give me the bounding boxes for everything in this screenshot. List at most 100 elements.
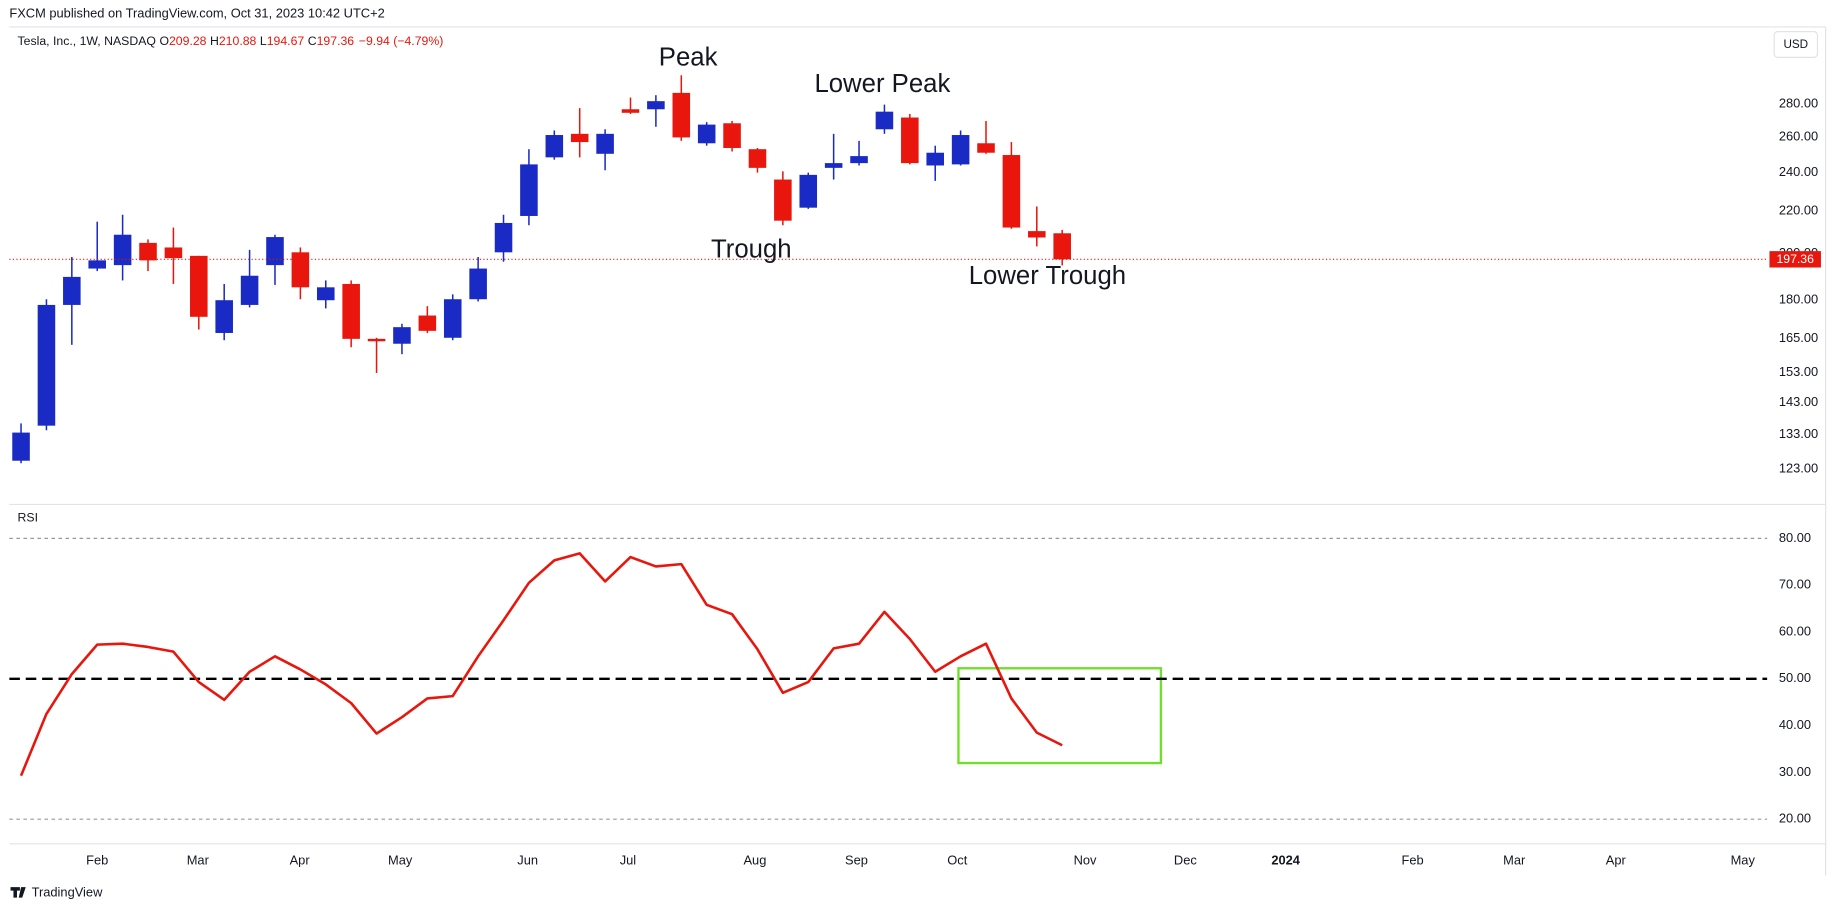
candle-body (901, 117, 919, 164)
x-tick-label: May (1731, 853, 1756, 868)
x-tick-label: Oct (947, 853, 967, 868)
candle-body (596, 133, 614, 154)
y-tick-label: 133.00 (1779, 426, 1818, 441)
o-value: 209.28 (169, 34, 207, 48)
candle-body (266, 237, 284, 266)
x-tick-label: Feb (86, 853, 108, 868)
h-label: H (210, 34, 219, 48)
y-tick-label: 220.00 (1779, 202, 1818, 217)
candle-body (850, 156, 868, 164)
candle-body (113, 234, 132, 266)
highlight-box (957, 667, 1163, 765)
candle-body (469, 268, 487, 300)
currency-label: USD (1783, 38, 1808, 51)
l-value: 194.67 (267, 34, 305, 48)
y-tick-label: 40.00 (1779, 717, 1811, 732)
annotation: Lower Peak (814, 70, 950, 98)
rsi-line (19, 552, 1063, 777)
candle-body (672, 92, 691, 138)
y-tick-label: 280.00 (1779, 95, 1818, 110)
candle-body (393, 327, 411, 344)
candle-body (443, 299, 462, 338)
candle-body (1002, 155, 1021, 228)
candle-body (190, 255, 208, 317)
x-tick-label: 2024 (1271, 853, 1300, 868)
candle-body (494, 222, 513, 253)
candle-body (824, 163, 843, 168)
y-tick-label: 143.00 (1779, 394, 1818, 409)
candle-body (63, 276, 81, 305)
logo (10, 887, 26, 898)
y-tick-label: 20.00 (1779, 811, 1811, 826)
candle-body (570, 133, 589, 143)
candle-body (367, 338, 386, 342)
currency-button[interactable] (1773, 31, 1819, 58)
x-tick-label: Dec (1174, 853, 1197, 868)
last-price-tag (1769, 251, 1821, 268)
y-tick-label: 50.00 (1779, 670, 1811, 685)
candle-body (875, 111, 894, 130)
c-label: C (308, 34, 317, 48)
legend: Tesla, Inc., 1W, NASDAQ O209.28 H210.88 L19… (18, 34, 444, 48)
candle-body (215, 300, 233, 333)
y-tick-label: 153.00 (1779, 364, 1818, 379)
footer-brand: TradingView (32, 884, 103, 899)
candle-body (139, 242, 157, 261)
y-tick-label: 240.00 (1779, 164, 1818, 179)
x-tick-label: Jul (620, 853, 636, 868)
x-tick-label: Nov (1074, 853, 1097, 868)
y-tick-label: 260.00 (1779, 128, 1818, 143)
candle-body (926, 152, 944, 166)
y-tick-label: 30.00 (1779, 764, 1811, 779)
annotation: Peak (659, 43, 718, 71)
rsi-label: RSI (18, 511, 38, 525)
candle-body (316, 287, 335, 301)
candle-body (88, 260, 107, 269)
x-tick-label: Mar (187, 853, 210, 868)
candle-body (37, 304, 56, 426)
candle-body (12, 432, 30, 461)
o-label: O (159, 34, 169, 48)
symbol: Tesla, Inc., 1W, NASDAQ (18, 34, 156, 48)
y-tick-label: 60.00 (1779, 623, 1811, 638)
x-tick-label: May (388, 853, 413, 868)
candle-body (545, 135, 564, 158)
candle-body (723, 123, 741, 148)
y-tick-label: 123.00 (1779, 461, 1818, 476)
plot: 123.00133.00143.00153.00165.00180.00200.… (9, 75, 1821, 868)
candle-body (520, 164, 538, 216)
candle-body (1028, 231, 1046, 238)
y-tick-label: 180.00 (1779, 292, 1818, 307)
candle-body (164, 247, 183, 259)
source-line: FXCM published on TradingView.com, Oct 3… (9, 5, 384, 20)
y-tick-label: 165.00 (1779, 330, 1818, 345)
x-tick-label: Jun (517, 853, 538, 868)
x-tick-label: Feb (1402, 853, 1424, 868)
y-tick-label: 80.00 (1779, 530, 1811, 545)
x-tick-label: Aug (743, 853, 766, 868)
x-tick-label: Apr (290, 853, 311, 868)
candle-body (418, 315, 437, 331)
y-tick-label: 70.00 (1779, 577, 1811, 592)
x-tick-label: Sep (845, 853, 868, 868)
annotation: Trough (711, 235, 792, 263)
candle-body (697, 124, 716, 144)
candle-body (1053, 233, 1071, 260)
candle-body (951, 135, 970, 165)
candle-body (748, 149, 767, 168)
candle-body (621, 109, 640, 113)
candle-body (240, 275, 259, 305)
c-value: 197.36 (317, 34, 355, 48)
candle-body (291, 252, 310, 288)
x-tick-label: Apr (1606, 853, 1627, 868)
x-tick-label: Mar (1503, 853, 1526, 868)
candle-body (342, 283, 360, 339)
change: −9.94 (−4.79%) (359, 34, 444, 48)
l-label: L (260, 34, 267, 48)
candle-body (799, 174, 818, 208)
candle-body (977, 143, 995, 153)
candle-body (774, 179, 792, 221)
candle-body (647, 101, 665, 110)
